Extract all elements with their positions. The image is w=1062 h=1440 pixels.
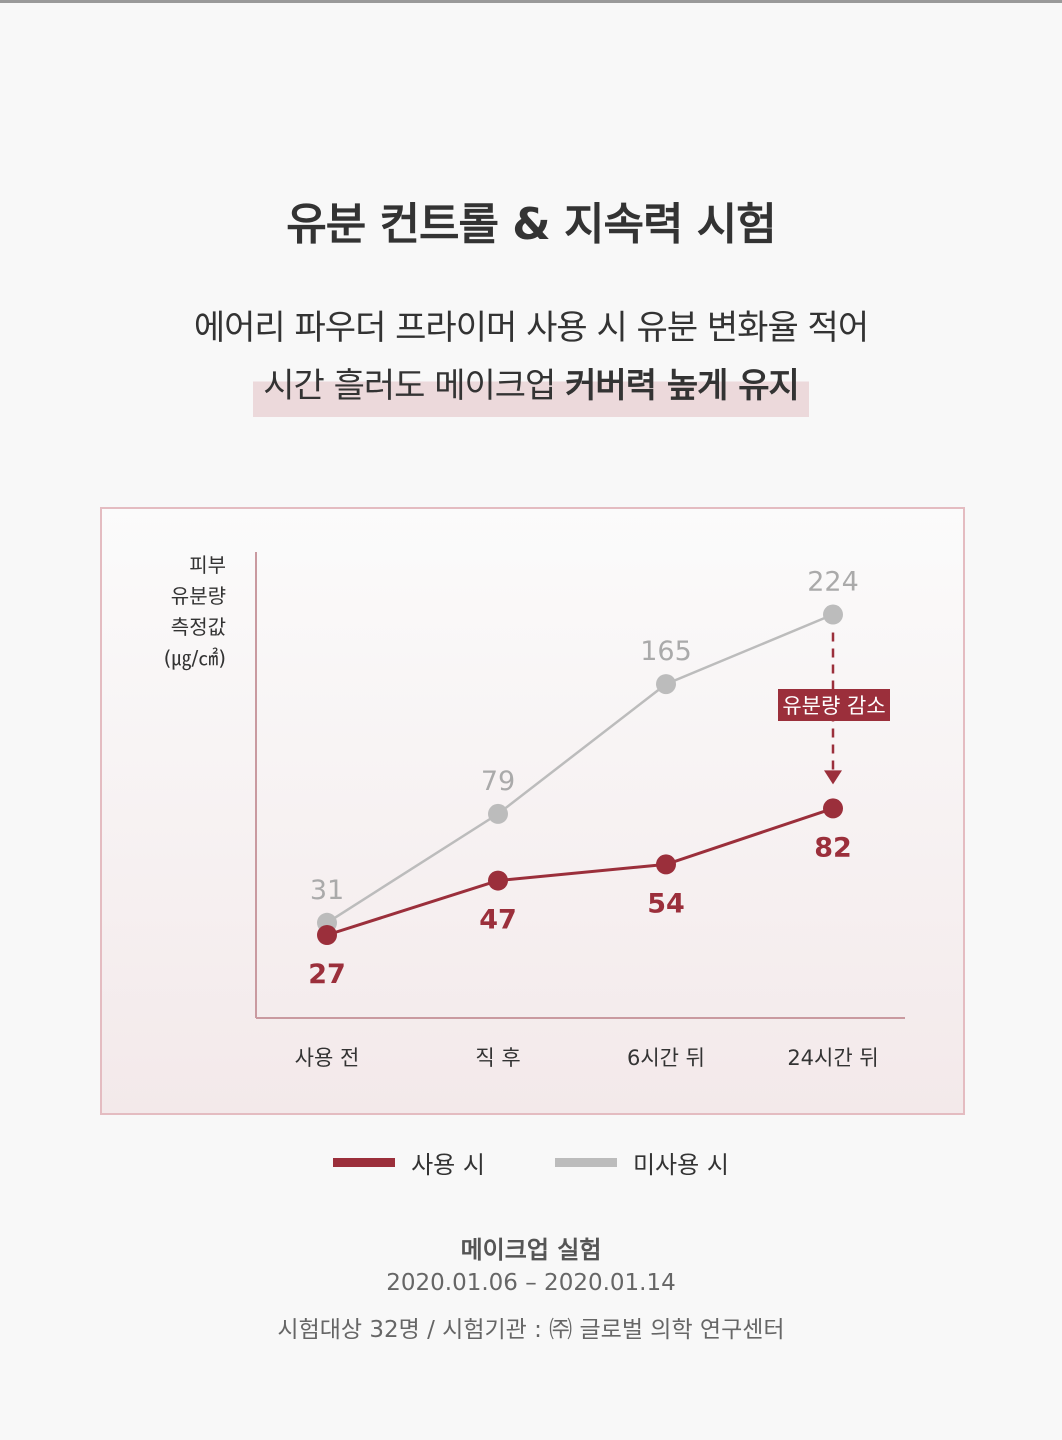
data-label: 31 bbox=[310, 875, 344, 906]
arrow-down-icon bbox=[824, 770, 842, 785]
legend-label-used: 사용 시 bbox=[411, 1151, 485, 1179]
data-label: 27 bbox=[308, 959, 346, 990]
data-label: 82 bbox=[814, 832, 852, 863]
subtitle-plain: 시간 흘러도 메이크업 bbox=[263, 366, 566, 406]
top-border bbox=[0, 0, 1062, 3]
x-tick-label: 사용 전 bbox=[295, 1046, 360, 1070]
data-point bbox=[488, 870, 508, 891]
subtitle-line-2: 시간 흘러도 메이크업 커버력 높게 유지 bbox=[253, 358, 809, 417]
annotation-badge bbox=[778, 689, 890, 721]
footer-period: 2020.01.06 – 2020.01.14 bbox=[386, 1270, 676, 1296]
data-label: 165 bbox=[640, 636, 692, 667]
data-label: 54 bbox=[647, 888, 685, 919]
data-point bbox=[656, 674, 676, 695]
subtitle-line-1: 에어리 파우더 프라이머 사용 시 유분 변화율 적어 bbox=[193, 308, 869, 348]
subtitle-bold: 커버력 높게 유지 bbox=[565, 366, 800, 406]
footer-title: 메이크업 실험 bbox=[460, 1236, 602, 1264]
x-tick-label: 직 후 bbox=[475, 1046, 520, 1070]
x-tick-label: 6시간 뒤 bbox=[627, 1046, 705, 1070]
series-line bbox=[326, 613, 834, 924]
legend-swatch-unused bbox=[554, 1158, 617, 1167]
data-point bbox=[317, 925, 337, 945]
y-axis-label: 측정값 bbox=[171, 615, 226, 639]
data-label: 224 bbox=[807, 567, 859, 598]
y-axis-label: 피부 bbox=[189, 553, 226, 577]
y-axis-label: 유분량 bbox=[171, 584, 226, 608]
data-label: 47 bbox=[479, 905, 517, 936]
page-title: 유분 컨트롤 & 지속력 시험 bbox=[286, 199, 776, 250]
legend-swatch-used bbox=[333, 1158, 396, 1167]
data-point bbox=[823, 604, 843, 625]
footer-details: 시험대상 32명 / 시험기관 : ㈜ 글로벌 의학 연구센터 bbox=[277, 1317, 785, 1343]
legend-label-unused: 미사용 시 bbox=[632, 1151, 729, 1179]
data-point bbox=[656, 854, 676, 875]
x-tick-label: 24시간 뒤 bbox=[787, 1046, 878, 1070]
data-point bbox=[488, 803, 508, 824]
y-axis-label: (㎍/㎠) bbox=[164, 646, 226, 670]
legend-item-unused: 미사용 시 bbox=[554, 1145, 729, 1180]
data-point bbox=[823, 798, 843, 819]
data-label: 79 bbox=[481, 766, 515, 797]
series-line bbox=[326, 806, 834, 937]
legend-item-used: 사용 시 bbox=[333, 1145, 485, 1180]
legend: 사용 시 미사용 시 bbox=[0, 1145, 1062, 1180]
annotation-label: 유분량 감소 bbox=[782, 694, 885, 718]
